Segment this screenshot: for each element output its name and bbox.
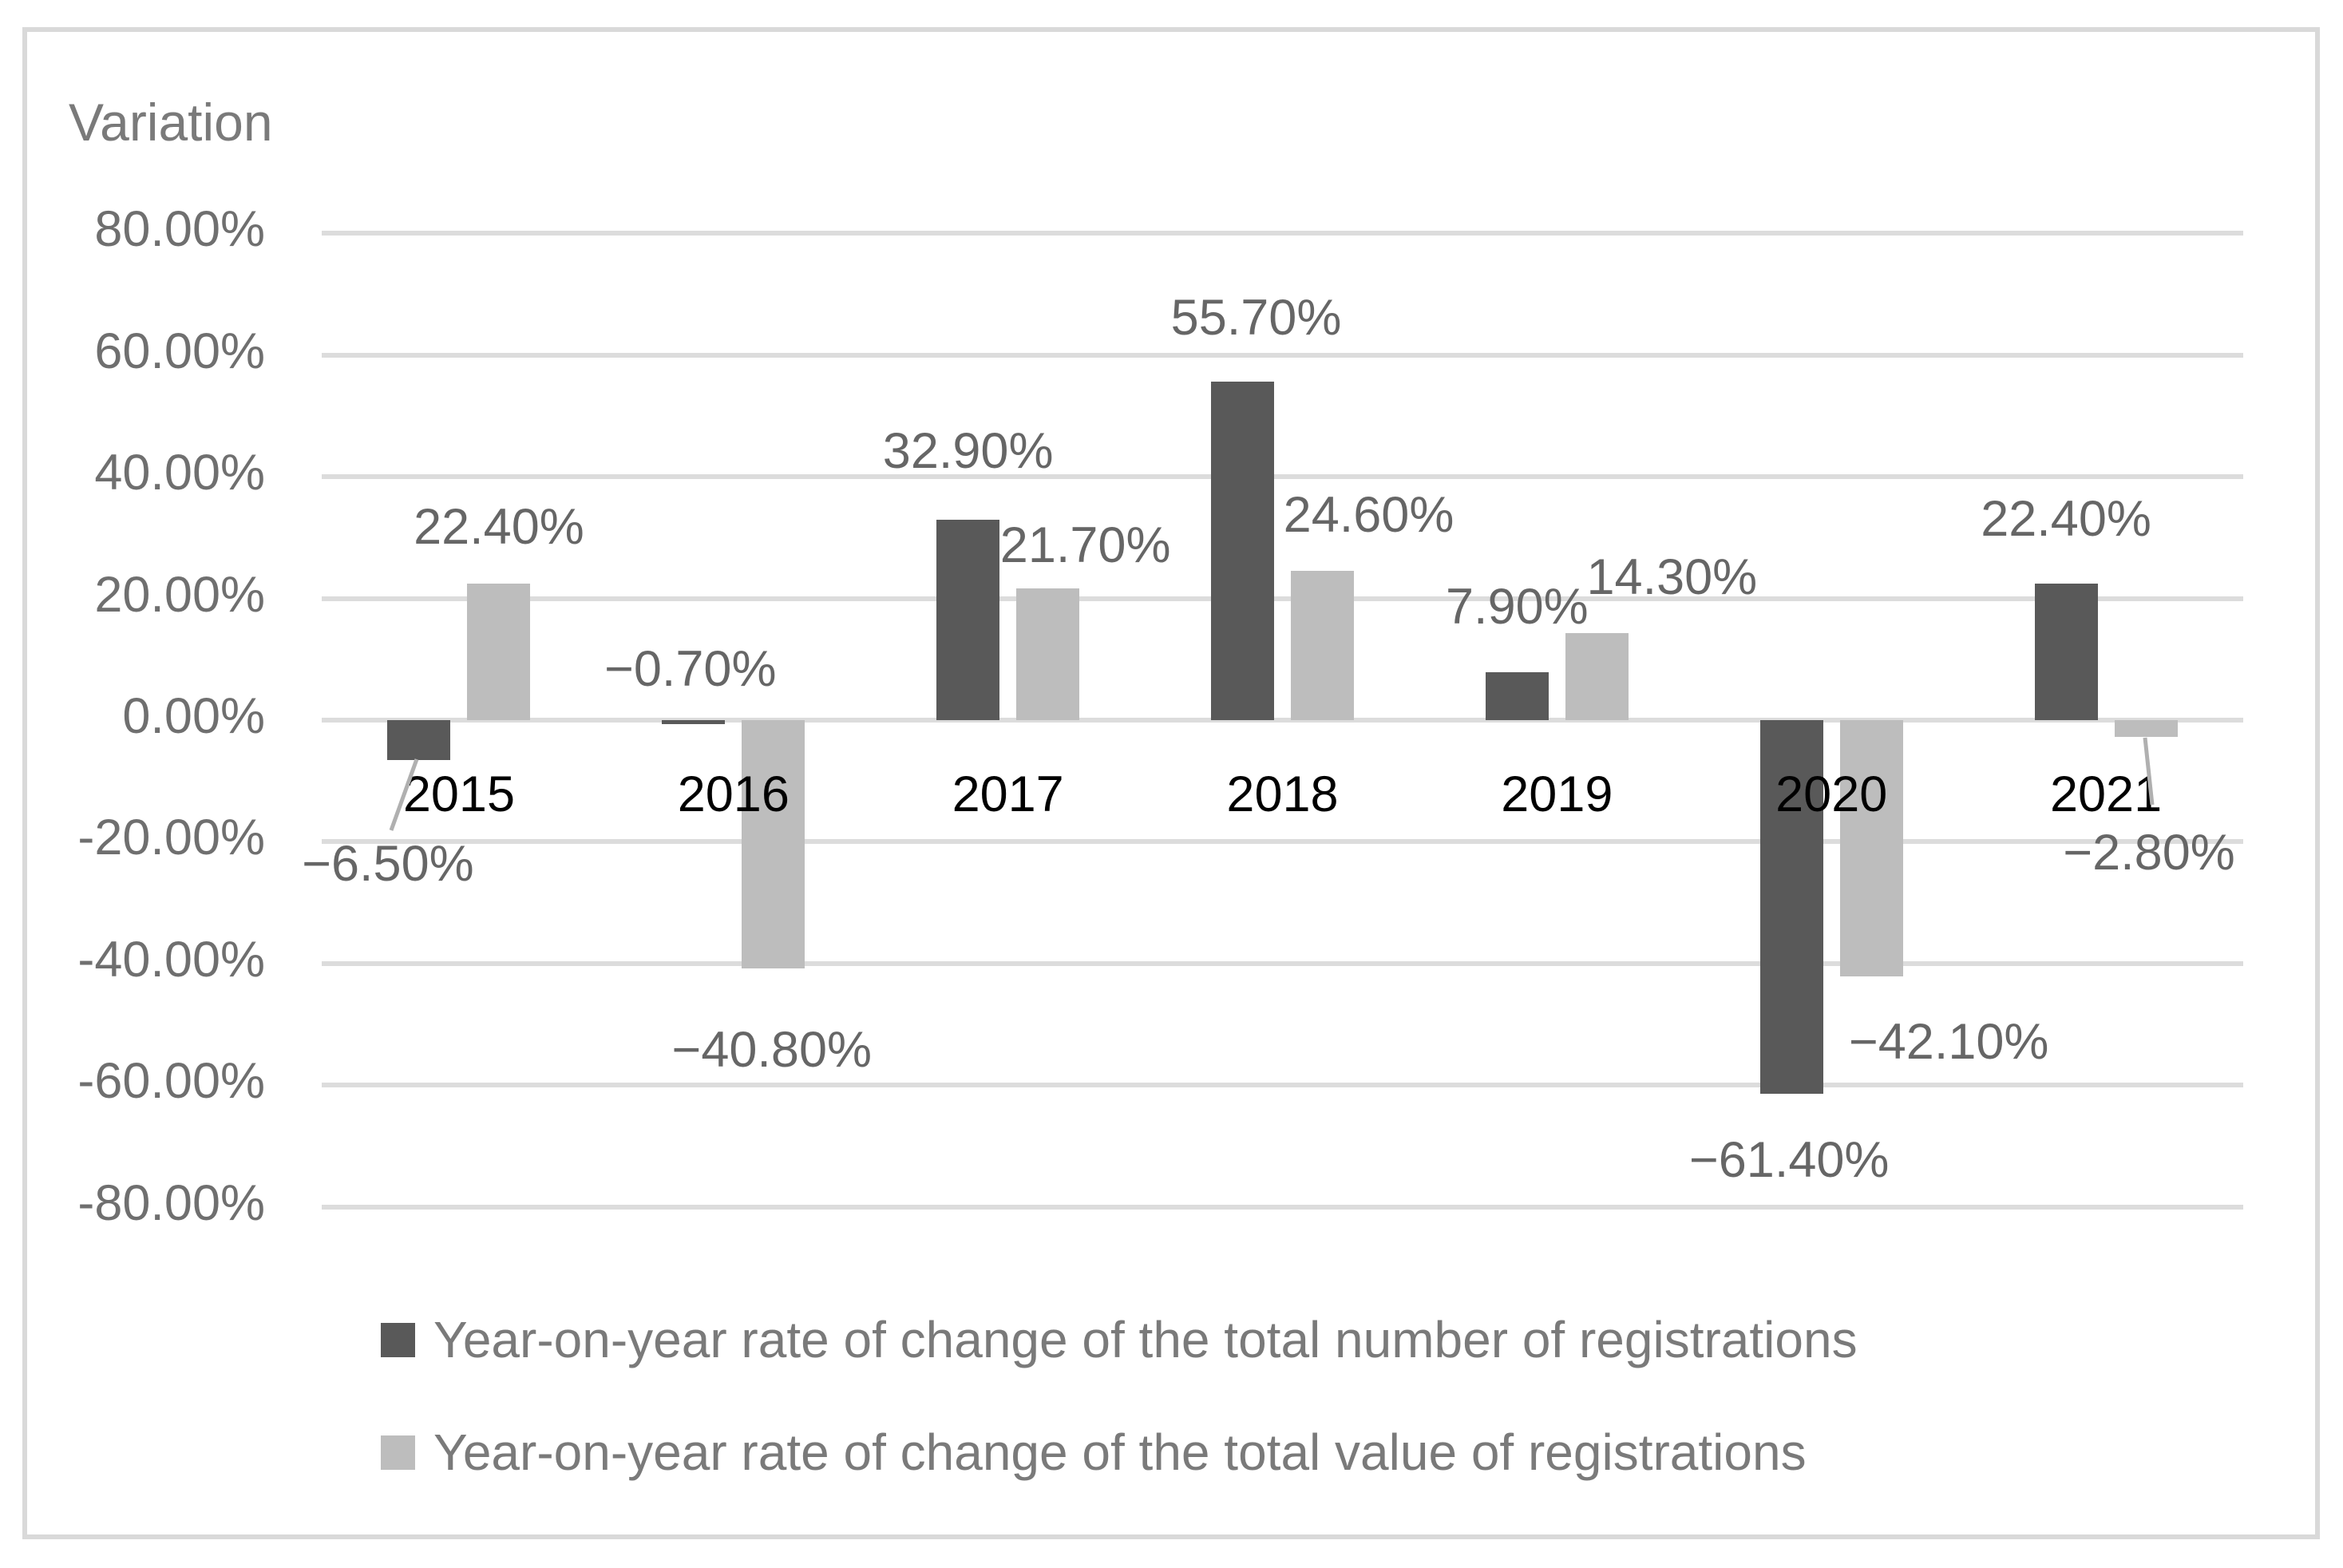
y-axis-tick-label: 0.00% <box>122 688 265 744</box>
data-label-2019-value: 14.30% <box>1586 549 1758 606</box>
x-axis-label-2018: 2018 <box>1226 766 1339 822</box>
y-axis-tick-label: -60.00% <box>77 1053 265 1110</box>
bar-2018-value <box>1291 570 1354 720</box>
legend-label-number-series: Year-on-year rate of change of the total… <box>433 1311 1858 1368</box>
bar-2020-value <box>1839 720 1903 976</box>
bar-2015-value <box>467 584 531 720</box>
legend-label-value-series: Year-on-year rate of change of the total… <box>433 1423 1807 1481</box>
gridline-80 <box>322 231 2243 236</box>
data-label-2019-number: 7.90% <box>1446 578 1589 635</box>
gridline-60 <box>322 352 2243 358</box>
legend-swatch-value-series <box>381 1435 415 1470</box>
data-label-2020-value: −42.10% <box>1848 1013 2049 1070</box>
gridline--20 <box>322 839 2243 845</box>
data-label-2021-number: 22.40% <box>1981 491 2151 548</box>
data-label-2016-number: −0.70% <box>604 641 777 698</box>
legend-item-number-series: Year-on-year rate of change of the total… <box>381 1311 1858 1368</box>
data-label-2017-value: 21.70% <box>999 517 1171 573</box>
bar-2019-number <box>1485 671 1549 720</box>
y-axis-tick-label: 20.00% <box>94 566 265 623</box>
bar-2020-number <box>1759 720 1823 1094</box>
x-axis-label-2017: 2017 <box>952 766 1064 822</box>
x-axis-label-2016: 2016 <box>677 766 790 822</box>
bar-2018-number <box>1211 381 1274 720</box>
x-axis-label-2015: 2015 <box>402 766 515 822</box>
gridline-0 <box>322 718 2243 723</box>
y-axis-tick-label: -20.00% <box>77 810 265 866</box>
gridline--40 <box>322 960 2243 966</box>
bar-2021-number <box>2034 584 2098 720</box>
legend-swatch-number-series <box>381 1322 415 1357</box>
data-label-2015-value: 22.40% <box>414 499 584 556</box>
data-label-2018-number: 55.70% <box>1170 289 1342 346</box>
x-axis-label-2020: 2020 <box>1775 766 1888 822</box>
bar-2019-value <box>1565 633 1629 720</box>
bar-2017-number <box>936 520 1000 720</box>
data-label-2015-number: −6.50% <box>302 835 474 892</box>
y-axis-tick-label: 60.00% <box>94 323 265 379</box>
legend-item-value-series: Year-on-year rate of change of the total… <box>381 1423 1807 1481</box>
y-axis-tick-label: 40.00% <box>94 445 265 501</box>
x-axis-label-2019: 2019 <box>1501 766 1613 822</box>
data-label-2021-value: −2.80% <box>2063 825 2235 881</box>
y-axis-tick-label: -80.00% <box>77 1174 265 1231</box>
bar-2016-number <box>662 720 726 725</box>
data-label-2017-number: 32.90% <box>882 423 1054 480</box>
bar-2021-value <box>2114 720 2178 738</box>
gridline--60 <box>322 1083 2243 1088</box>
gridline--80 <box>322 1204 2243 1210</box>
x-axis-label-2021: 2021 <box>2049 766 2163 822</box>
data-label-2020-number: −61.40% <box>1688 1131 1890 1188</box>
bar-2017-value <box>1016 588 1080 720</box>
gridline-20 <box>322 596 2243 601</box>
y-axis-tick-label: -40.00% <box>77 931 265 988</box>
gridline-40 <box>322 474 2243 480</box>
y-axis-tick-label: 80.00% <box>94 201 265 258</box>
bar-2015-number <box>387 720 451 760</box>
data-label-2016-value: −40.80% <box>671 1021 873 1078</box>
data-label-2018-value: 24.60% <box>1283 486 1454 543</box>
chart-title: Variation <box>69 93 273 152</box>
bar-2016-value <box>742 720 805 968</box>
